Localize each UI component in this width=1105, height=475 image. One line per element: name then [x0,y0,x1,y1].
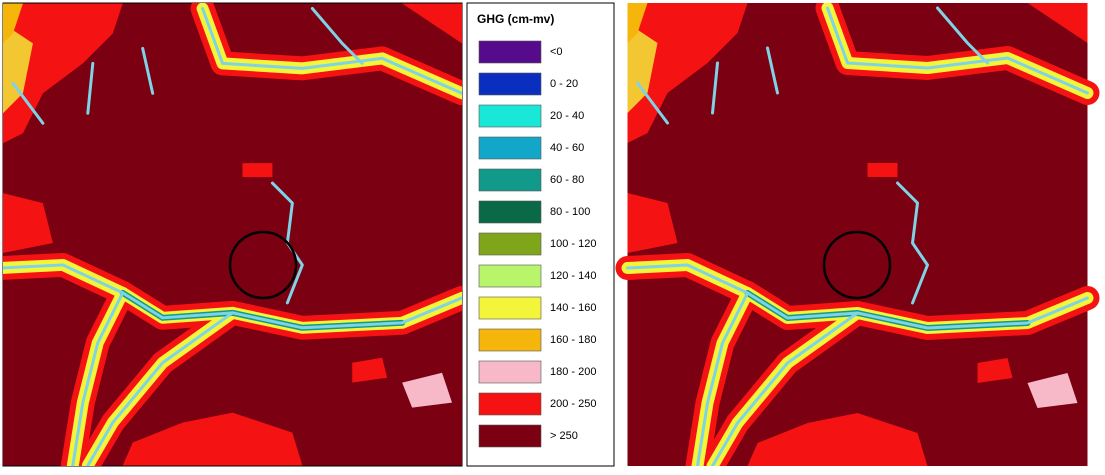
legend-swatch [478,328,542,352]
legend-swatch [478,232,542,256]
legend-swatch [478,104,542,128]
legend-swatch [478,360,542,384]
legend-label: 180 - 200 [550,366,596,378]
legend-label: 140 - 160 [550,302,596,314]
legend-swatch [478,296,542,320]
map-right [628,3,1088,466]
legend-label: 60 - 80 [550,174,584,186]
highlight-circle [822,230,892,300]
legend-swatch [478,424,542,448]
legend-swatch [478,72,542,96]
legend-label: 0 - 20 [550,78,578,90]
map-left [3,4,462,466]
legend-items: <0 0 - 20 20 - 40 40 - 60 60 - 80 80 - 100 100… [478,40,596,448]
legend-label: 200 - 250 [550,398,596,410]
legend-label: > 250 [550,430,578,442]
legend-label: 100 - 120 [550,238,596,250]
legend-swatch [478,264,542,288]
legend-swatch [478,136,542,160]
legend-label: 80 - 100 [550,206,590,218]
highlight-circle [228,230,298,300]
legend-title: GHG (cm-mv) [477,12,554,26]
legend-swatch [478,168,542,192]
legend-label: 20 - 40 [550,110,584,122]
legend-label: 120 - 140 [550,270,596,282]
legend-swatch [478,392,542,416]
legend-label: 160 - 180 [550,334,596,346]
legend-swatch [478,40,542,64]
legend-label: 40 - 60 [550,142,584,154]
legend-label: <0 [550,46,563,58]
legend-swatch [478,200,542,224]
